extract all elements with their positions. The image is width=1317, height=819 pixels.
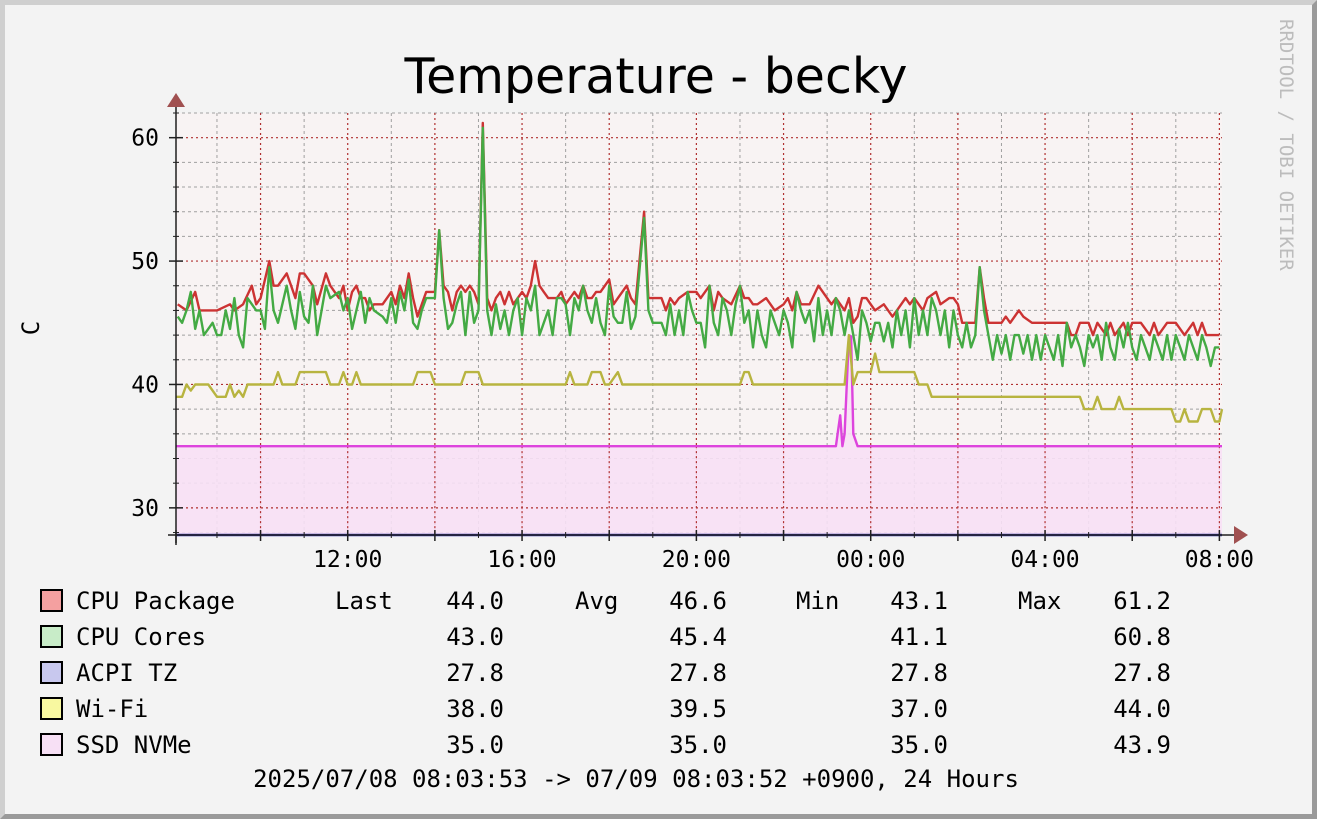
ssd-nvme-area (176, 336, 1222, 535)
ssd-nvme-legend-value: 43.9 (1113, 731, 1171, 759)
chart-title: Temperature - becky (403, 48, 907, 105)
legend-column-header: Max (1018, 587, 1061, 615)
series-area-fills (176, 336, 1222, 535)
x-tick-label: 00:00 (836, 547, 905, 573)
axes (167, 93, 1248, 545)
wi-fi-legend-value: 39.5 (669, 695, 727, 723)
cpu-cores-swatch (40, 625, 63, 648)
time-range-footer: 2025/07/08 08:03:53 -> 07/09 08:03:52 +0… (253, 765, 1019, 793)
cpu-package-legend-name: CPU Package (76, 587, 235, 615)
acpi-tz-swatch (40, 661, 63, 684)
x-axis-arrow (1234, 526, 1248, 544)
legend-column-header: Min (796, 587, 839, 615)
cpu-package-legend-value: 46.6 (669, 587, 727, 615)
cpu-package-legend-value: 43.1 (890, 587, 948, 615)
ssd-nvme-legend-name: SSD NVMe (76, 731, 192, 759)
wi-fi-line (176, 333, 1224, 423)
x-tick-label: 20:00 (662, 547, 731, 573)
x-tick-label: 04:00 (1010, 547, 1079, 573)
cpu-cores-legend-value: 60.8 (1113, 623, 1171, 651)
ssd-nvme-legend-value: 35.0 (890, 731, 948, 759)
wi-fi-legend-name: Wi-Fi (76, 695, 148, 723)
ssd-nvme-swatch (40, 733, 63, 756)
ssd-nvme-legend-value: 35.0 (446, 731, 504, 759)
ssd-nvme-line (176, 335, 1222, 448)
x-tick-label: 16:00 (487, 547, 556, 573)
acpi-tz-legend-value: 27.8 (890, 659, 948, 687)
wi-fi-legend-value: 38.0 (446, 695, 504, 723)
temperature-chart: Temperature - becky C RRDTOOL / TOBI OET… (17, 19, 1297, 793)
y-axis-arrow (167, 93, 185, 107)
wi-fi-swatch (40, 697, 63, 720)
cpu-package-legend-value: 61.2 (1113, 587, 1171, 615)
acpi-tz-legend-value: 27.8 (446, 659, 504, 687)
cpu-cores-legend-value: 43.0 (446, 623, 504, 651)
ssd-nvme-legend-value: 35.0 (669, 731, 727, 759)
acpi-tz-legend-name: ACPI TZ (76, 659, 177, 687)
y-tick-label: 50 (131, 249, 159, 275)
cpu-package-swatch (40, 589, 63, 612)
y-axis-label: C (17, 321, 45, 335)
cpu-cores-line (176, 126, 1220, 368)
legend: CPU Package Last 44.0 Avg 46.6 Min 43.1 Max 61.2… (40, 587, 1171, 759)
cpu-cores-legend-value: 45.4 (669, 623, 727, 651)
x-tick-labels: 12:00 16:00 20:00 00:00 04:00 08:00 (313, 547, 1254, 573)
cpu-cores-legend-value: 41.1 (890, 623, 948, 651)
acpi-tz-legend-value: 27.8 (669, 659, 727, 687)
legend-column-header: Last (335, 587, 393, 615)
x-tick-label: 08:00 (1185, 547, 1254, 573)
cpu-package-legend-value: 44.0 (446, 587, 504, 615)
wi-fi-legend-value: 44.0 (1113, 695, 1171, 723)
cpu-package-line (177, 121, 1220, 337)
y-tick-label: 30 (131, 496, 159, 522)
legend-column-header: Avg (575, 587, 618, 615)
watermark: RRDTOOL / TOBI OETIKER (1275, 19, 1297, 271)
y-tick-labels: 30 40 50 60 (131, 126, 159, 522)
y-tick-label: 40 (131, 372, 159, 398)
acpi-tz-legend-value: 27.8 (1113, 659, 1171, 687)
wi-fi-legend-value: 37.0 (890, 695, 948, 723)
cpu-cores-legend-name: CPU Cores (76, 623, 206, 651)
x-tick-label: 12:00 (313, 547, 382, 573)
y-tick-label: 60 (131, 126, 159, 152)
